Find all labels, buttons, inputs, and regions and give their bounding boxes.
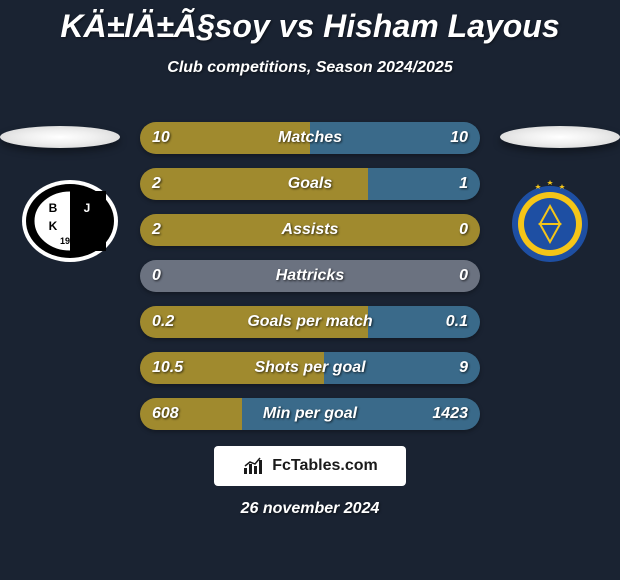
stat-label: Matches [192,129,428,147]
stat-value-right: 0.1 [428,313,468,331]
stat-row: 608 Min per goal 1423 [140,398,480,430]
stat-value-left: 0.2 [152,313,192,331]
stat-label: Assists [192,221,428,239]
club-badge-left: B J K 1903 [20,178,120,264]
stat-row: 0 Hattricks 0 [140,260,480,292]
stat-value-left: 2 [152,221,192,239]
player-pad-left [0,126,120,148]
stat-label: Min per goal [192,405,428,423]
stat-value-left: 608 [152,405,192,423]
comparison-subtitle: Club competitions, Season 2024/2025 [0,59,620,77]
comparison-date: 26 november 2024 [0,500,620,518]
chart-icon [242,456,266,476]
stat-label: Hattricks [192,267,428,285]
stat-label: Goals [192,175,428,193]
stat-label: Shots per goal [192,359,428,377]
stat-row: 10 Matches 10 [140,122,480,154]
player-pad-right [500,126,620,148]
stat-label: Goals per match [192,313,428,331]
stat-value-right: 0 [428,221,468,239]
stat-value-left: 10.5 [152,359,192,377]
stat-row: 0.2 Goals per match 0.1 [140,306,480,338]
stat-value-right: 1423 [428,405,468,423]
brand-text: FcTables.com [272,457,378,475]
brand-badge[interactable]: FcTables.com [214,446,406,486]
stat-row: 2 Goals 1 [140,168,480,200]
svg-text:J: J [84,201,91,215]
stat-value-left: 10 [152,129,192,147]
stat-row: 10.5 Shots per goal 9 [140,352,480,384]
club-badge-right [500,178,600,264]
svg-text:B: B [49,201,58,215]
stat-row: 2 Assists 0 [140,214,480,246]
stat-value-right: 10 [428,129,468,147]
svg-text:1903: 1903 [60,236,80,246]
stats-container: 10 Matches 10 2 Goals 1 2 Assists 0 [140,122,480,444]
stat-value-right: 1 [428,175,468,193]
comparison-title: KÄ±lÄ±Ã§soy vs Hisham Layous [0,0,620,45]
stat-value-right: 0 [428,267,468,285]
stat-value-left: 0 [152,267,192,285]
svg-text:K: K [49,219,58,233]
stat-value-right: 9 [428,359,468,377]
stat-value-left: 2 [152,175,192,193]
